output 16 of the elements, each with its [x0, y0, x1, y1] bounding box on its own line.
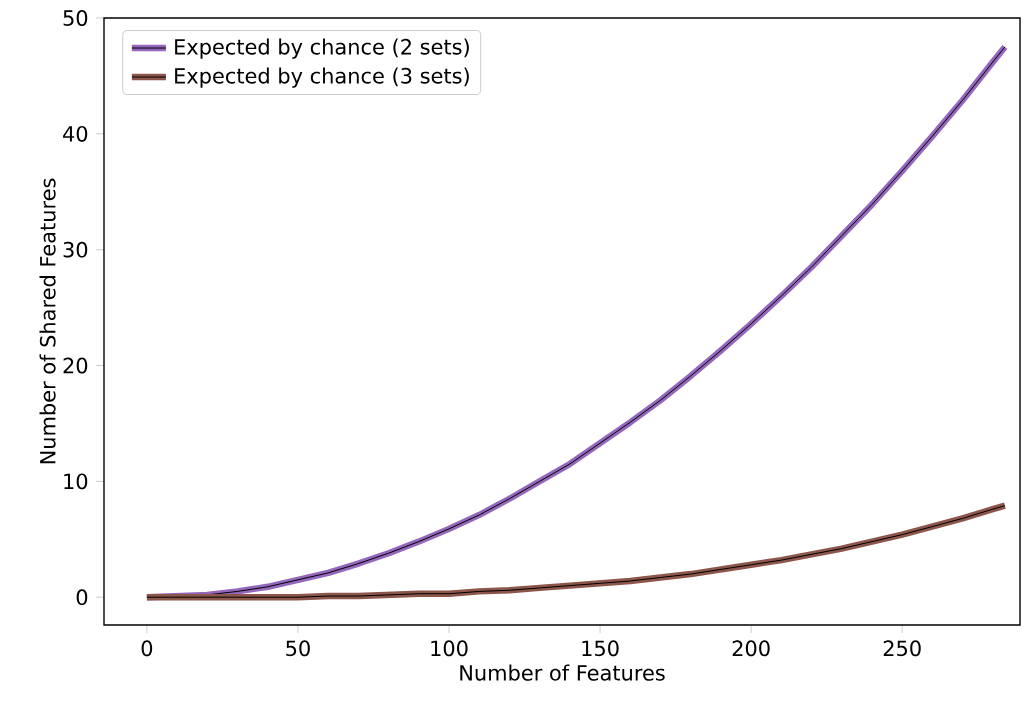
- y-tick-label: 30: [63, 241, 88, 258]
- y-tick-label: 0: [76, 589, 88, 606]
- y-tick-label: 10: [64, 473, 88, 490]
- y-tick-label: 50: [63, 10, 88, 26]
- x-tick-label: 200: [732, 640, 770, 657]
- x-tick-label: 250: [883, 640, 921, 657]
- y-tick-label: 20: [63, 357, 88, 374]
- y-tick-label: 40: [63, 125, 88, 142]
- x-tick-label: 0: [141, 640, 153, 657]
- x-axis-title: Number of Features: [460, 664, 665, 681]
- x-tick-label: 100: [431, 640, 468, 657]
- y-axis-title: Number of Shared Features: [39, 178, 56, 464]
- x-tick-label: 150: [582, 640, 619, 657]
- legend-label: Expected by chance (2 sets): [175, 38, 469, 59]
- legend-label: Expected by chance (3 sets): [175, 67, 469, 88]
- x-tick-label: 50: [286, 640, 310, 657]
